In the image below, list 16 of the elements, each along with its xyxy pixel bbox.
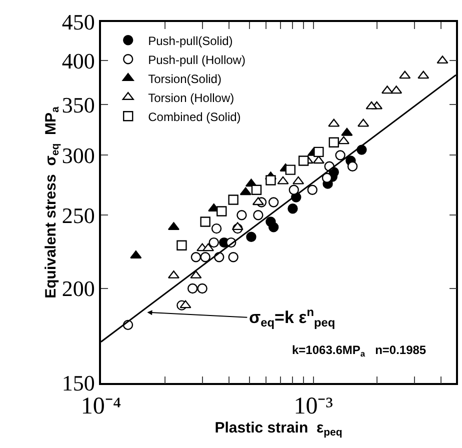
y-tick-label: 250 (62, 202, 95, 228)
annotation: k=1063.6MP$_{a}$ n=0.1985 (292, 343, 426, 359)
x-axis-title: Plastic strain ε$_{peq}$ (214, 420, 342, 439)
x-tick-label: 10⁻³ (294, 394, 333, 420)
legend-label: Torsion (Hollow) (148, 90, 234, 105)
legend-label: Combined (Solid) (148, 110, 241, 124)
x-tick-label: 10⁻⁴ (80, 394, 122, 420)
y-tick-label: 300 (62, 142, 95, 168)
y-tick-label: 400 (62, 48, 95, 74)
legend-label: Torsion(Solid) (148, 72, 222, 86)
legend-label: Push-pull (Hollow) (148, 52, 246, 67)
y-tick-label: 150 (62, 370, 95, 396)
y-tick-label: 200 (62, 276, 95, 302)
y-tick-label: 350 (62, 92, 95, 118)
y-tick-label: 450 (62, 10, 95, 35)
legend-label: Push-pull(Solid) (148, 34, 233, 48)
